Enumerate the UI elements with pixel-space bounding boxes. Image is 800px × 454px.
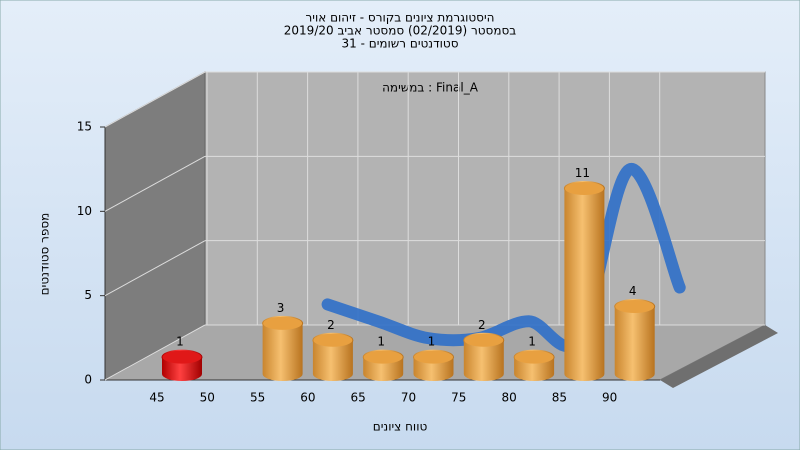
x-tick-label: 75 xyxy=(451,391,466,405)
bar: 1 xyxy=(513,335,555,381)
annotation: במשימה : Final_A xyxy=(382,81,479,95)
trend-layer xyxy=(321,163,686,353)
bar-top xyxy=(463,332,505,348)
trend-ribbon xyxy=(321,163,686,353)
chart-subtitle: סטודנטים רשומים - 31 xyxy=(341,37,458,51)
x-tick-label: 90 xyxy=(602,391,617,405)
bar: 1 xyxy=(413,335,454,381)
bar-body xyxy=(463,340,504,381)
value-label: 11 xyxy=(575,166,590,180)
grid-line xyxy=(104,71,206,128)
bar-top xyxy=(413,349,454,365)
y-tick-label: 5 xyxy=(84,288,92,302)
x-tick-label: 45 xyxy=(149,391,164,405)
x-tick-label: 80 xyxy=(501,391,516,405)
bar: 2 xyxy=(463,318,505,381)
x-tick-label: 60 xyxy=(300,391,315,405)
x-tick-label: 55 xyxy=(250,391,265,405)
y-tick-label: 10 xyxy=(77,204,92,218)
bar-top xyxy=(614,299,656,315)
y-axis-title: מספר סטודנטים xyxy=(38,213,52,296)
y-tick-label: 0 xyxy=(84,373,92,387)
bar: 2 xyxy=(312,318,354,381)
y-tick-label: 15 xyxy=(77,120,92,134)
bar: 4 xyxy=(614,284,656,381)
bar: 1 xyxy=(161,335,203,381)
bar-body xyxy=(564,188,605,381)
value-label: 1 xyxy=(176,335,184,349)
grid-line xyxy=(104,240,206,297)
value-label: 2 xyxy=(478,318,486,332)
value-label: 1 xyxy=(428,335,436,349)
value-label: 4 xyxy=(629,284,637,298)
bar-top xyxy=(563,180,605,196)
bar-top xyxy=(262,315,304,331)
bar-top xyxy=(362,349,404,365)
bar: 1 xyxy=(362,335,404,381)
bar-body xyxy=(614,306,655,381)
floor-edge xyxy=(660,325,778,388)
x-tick-label: 65 xyxy=(351,391,366,405)
grid-line xyxy=(104,155,206,212)
x-axis-title: טווח ציונים xyxy=(373,420,428,434)
x-tick-label: 70 xyxy=(401,391,416,405)
grid-line xyxy=(104,324,206,381)
bar: 11 xyxy=(563,166,605,381)
value-label: 1 xyxy=(528,335,536,349)
value-label: 3 xyxy=(277,301,285,315)
bar-top xyxy=(513,349,555,365)
value-label: 1 xyxy=(377,335,385,349)
bar-body xyxy=(312,340,353,381)
grid xyxy=(104,71,765,381)
bar-top xyxy=(161,349,203,365)
value-label: 2 xyxy=(327,318,335,332)
chart-subtitle: בסמסטר (02/2019) סמסטר אביב 2019/20 xyxy=(284,24,516,38)
chart-title: היסטוגרמת ציונים בקורס - זיהום אויר xyxy=(306,11,495,25)
bar: 3 xyxy=(262,301,304,381)
bar-body xyxy=(262,323,303,381)
x-tick-label: 50 xyxy=(200,391,215,405)
x-tick-label: 85 xyxy=(552,391,567,405)
bar-top xyxy=(312,332,354,348)
